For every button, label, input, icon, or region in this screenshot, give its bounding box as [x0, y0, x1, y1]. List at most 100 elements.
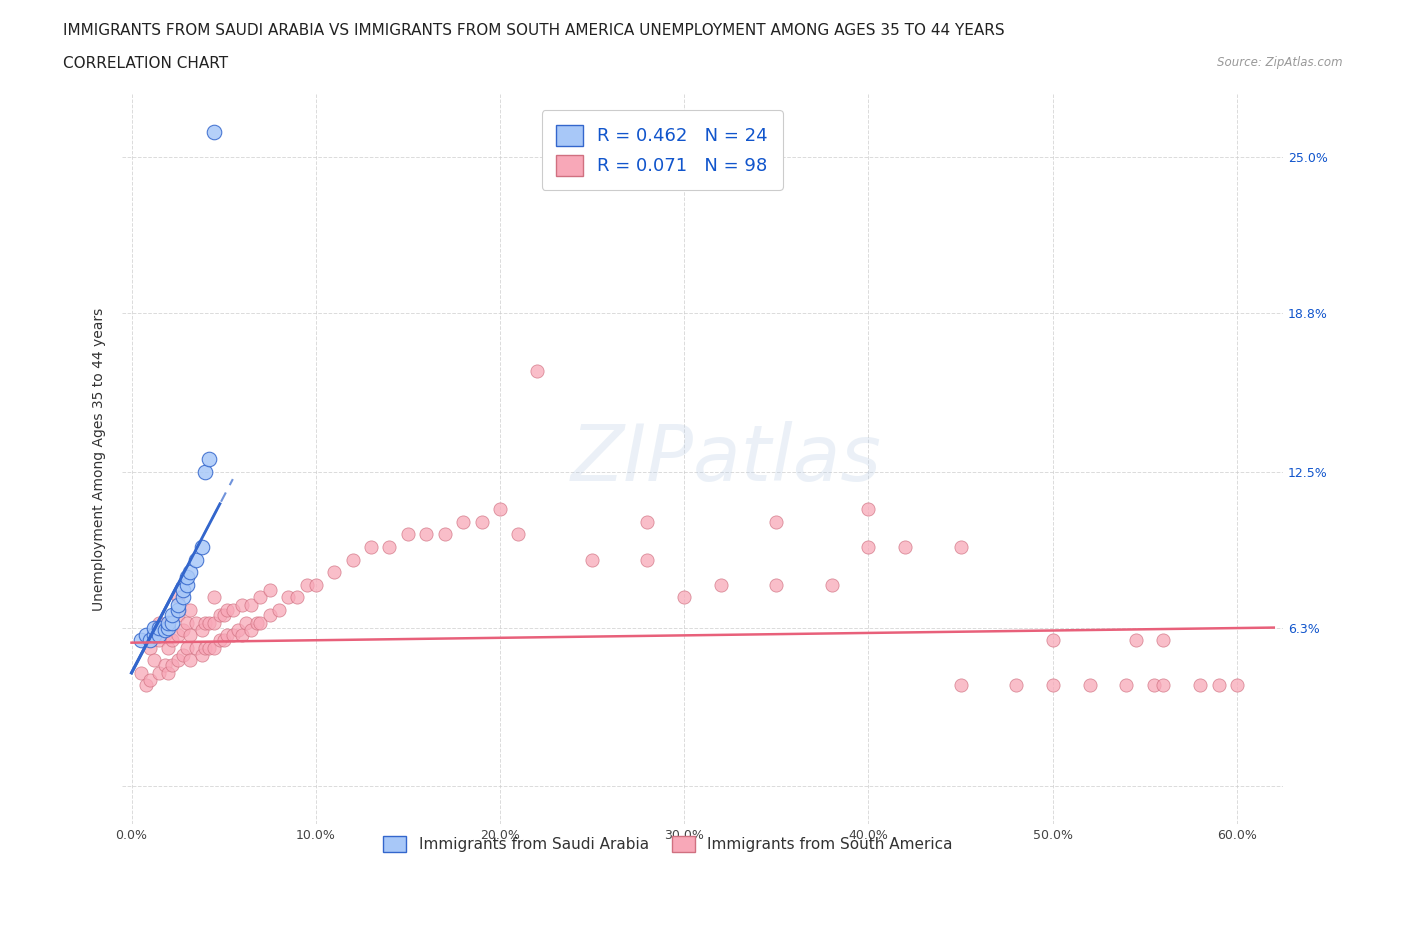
Point [166, 607, 188, 622]
Point [636, 552, 658, 567]
Point [949, 678, 972, 693]
Point [267, 603, 290, 618]
Point [129, 632, 152, 647]
Point [212, 632, 235, 647]
Point [166, 603, 188, 618]
Point [179, 603, 201, 618]
Legend: Immigrants from Saudi Arabia, Immigrants from South America: Immigrants from Saudi Arabia, Immigrants… [375, 829, 960, 860]
Point [858, 502, 880, 517]
Point [208, 632, 231, 647]
Text: ZIPatlas: ZIPatlas [571, 421, 882, 497]
Point [184, 640, 207, 655]
Point [135, 678, 157, 693]
Point [415, 527, 437, 542]
Point [184, 552, 207, 567]
Text: IMMIGRANTS FROM SAUDI ARABIA VS IMMIGRANTS FROM SOUTH AMERICA UNEMPLOYMENT AMONG: IMMIGRANTS FROM SAUDI ARABIA VS IMMIGRAN… [63, 23, 1005, 38]
Point [148, 666, 170, 681]
Point [231, 628, 253, 643]
Point [204, 640, 226, 655]
Point [160, 607, 183, 622]
Point [176, 578, 198, 592]
Point [198, 452, 221, 467]
Point [198, 615, 221, 630]
Point [1152, 678, 1174, 693]
Point [179, 653, 201, 668]
Point [342, 552, 364, 567]
Point [153, 628, 176, 643]
Point [166, 653, 188, 668]
Point [526, 364, 548, 379]
Point [148, 632, 170, 647]
Point [949, 539, 972, 554]
Point [166, 628, 188, 643]
Point [259, 582, 281, 597]
Point [228, 623, 250, 638]
Point [1152, 632, 1174, 647]
Point [1042, 632, 1064, 647]
Point [396, 527, 419, 542]
Point [157, 615, 180, 630]
Point [1125, 632, 1147, 647]
Point [179, 565, 201, 579]
Point [217, 628, 239, 643]
Point [508, 527, 530, 542]
Point [148, 620, 170, 635]
Point [176, 570, 198, 585]
Text: Source: ZipAtlas.com: Source: ZipAtlas.com [1218, 56, 1343, 69]
Point [1143, 678, 1166, 693]
Point [142, 653, 165, 668]
Point [190, 648, 212, 663]
Point [184, 615, 207, 630]
Point [673, 590, 696, 604]
Point [166, 590, 188, 604]
Point [222, 628, 245, 643]
Point [222, 603, 245, 618]
Point [1208, 678, 1230, 693]
Point [1189, 678, 1212, 693]
Point [217, 603, 239, 618]
Point [858, 539, 880, 554]
Point [295, 578, 318, 592]
Point [176, 640, 198, 655]
Point [172, 648, 194, 663]
Point [277, 590, 299, 604]
Point [208, 607, 231, 622]
Point [710, 578, 733, 592]
Point [765, 578, 787, 592]
Point [157, 640, 180, 655]
Point [198, 640, 221, 655]
Point [246, 615, 269, 630]
Point [471, 514, 494, 529]
Text: CORRELATION CHART: CORRELATION CHART [63, 56, 228, 71]
Point [139, 632, 162, 647]
Point [172, 590, 194, 604]
Point [204, 615, 226, 630]
Point [240, 623, 263, 638]
Point [194, 615, 217, 630]
Point [1226, 678, 1249, 693]
Point [135, 628, 157, 643]
Point [323, 565, 346, 579]
Point [451, 514, 474, 529]
Point [240, 597, 263, 612]
Point [172, 623, 194, 638]
Point [160, 632, 183, 647]
Point [142, 620, 165, 635]
Point [820, 578, 842, 592]
Point [1115, 678, 1137, 693]
Point [212, 607, 235, 622]
Point [378, 539, 401, 554]
Point [765, 514, 787, 529]
Point [179, 628, 201, 643]
Point [166, 597, 188, 612]
Point [433, 527, 456, 542]
Point [190, 539, 212, 554]
Point [231, 597, 253, 612]
Point [142, 628, 165, 643]
Point [157, 615, 180, 630]
Point [148, 628, 170, 643]
Point [139, 673, 162, 688]
Point [204, 590, 226, 604]
Point [176, 615, 198, 630]
Point [194, 464, 217, 479]
